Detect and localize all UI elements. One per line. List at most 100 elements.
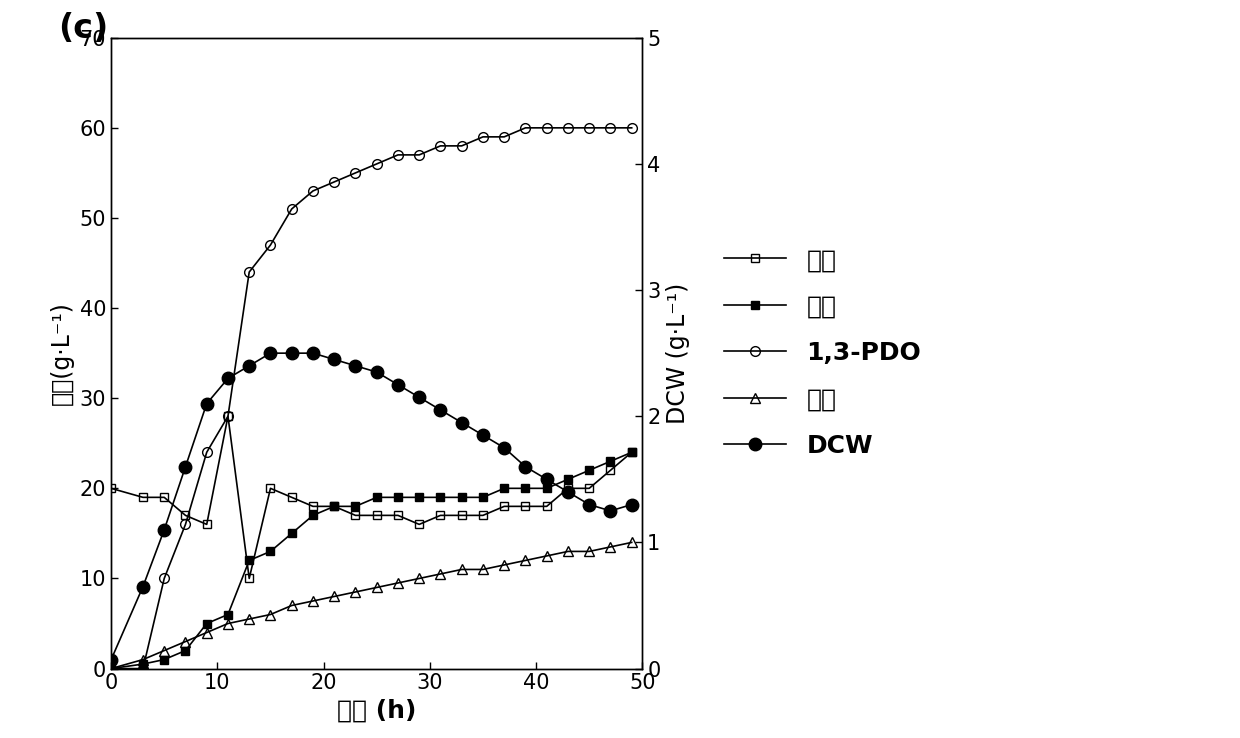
- 乳酸: [179, 637, 193, 646]
- 1,3-PDO: [263, 241, 278, 249]
- 乳酸: [156, 646, 171, 655]
- 1,3-PDO: [242, 268, 257, 277]
- DCW: [539, 475, 554, 483]
- DCW: [348, 362, 363, 370]
- 1,3-PDO: [391, 151, 405, 159]
- Line: 甘油: 甘油: [107, 412, 636, 582]
- Legend: 甘油, 乙酸, 1,3-PDO, 乳酸, DCW: 甘油, 乙酸, 1,3-PDO, 乳酸, DCW: [724, 248, 921, 458]
- 乳酸: [263, 610, 278, 619]
- 甘油: [327, 502, 342, 511]
- 1,3-PDO: [156, 574, 171, 583]
- 乳酸: [104, 664, 119, 673]
- DCW: [104, 655, 119, 664]
- Text: (c): (c): [58, 13, 108, 46]
- 1,3-PDO: [327, 178, 342, 187]
- 乳酸: [221, 619, 236, 628]
- DCW: [412, 393, 427, 401]
- 甘油: [412, 520, 427, 529]
- DCW: [624, 500, 639, 509]
- 乙酸: [263, 547, 278, 556]
- 甘油: [200, 520, 215, 529]
- DCW: [263, 349, 278, 358]
- 甘油: [104, 484, 119, 493]
- 甘油: [221, 412, 236, 421]
- 甘油: [582, 484, 596, 493]
- 甘油: [370, 511, 384, 520]
- 1,3-PDO: [412, 151, 427, 159]
- 乳酸: [624, 538, 639, 547]
- DCW: [475, 431, 490, 440]
- Line: 乳酸: 乳酸: [107, 537, 636, 674]
- 1,3-PDO: [518, 123, 533, 132]
- DCW: [179, 462, 193, 471]
- 乙酸: [156, 655, 171, 664]
- 甘油: [518, 502, 533, 511]
- 1,3-PDO: [539, 123, 554, 132]
- 1,3-PDO: [624, 123, 639, 132]
- DCW: [242, 362, 257, 370]
- 乙酸: [284, 529, 299, 538]
- 乙酸: [200, 619, 215, 628]
- 乙酸: [104, 664, 119, 673]
- 乳酸: [305, 596, 320, 605]
- 甘油: [179, 511, 193, 520]
- 甘油: [603, 466, 618, 475]
- 甘油: [242, 574, 257, 583]
- 1,3-PDO: [433, 142, 448, 151]
- 乳酸: [391, 579, 405, 587]
- DCW: [560, 488, 575, 497]
- 甘油: [475, 511, 490, 520]
- 乳酸: [135, 655, 150, 664]
- 乳酸: [603, 542, 618, 551]
- 甘油: [624, 448, 639, 457]
- 1,3-PDO: [135, 664, 150, 673]
- 乳酸: [370, 583, 384, 592]
- DCW: [391, 380, 405, 389]
- DCW: [582, 500, 596, 509]
- 乙酸: [624, 448, 639, 457]
- 乙酸: [135, 660, 150, 669]
- 乙酸: [497, 484, 512, 493]
- 甘油: [433, 511, 448, 520]
- 乙酸: [433, 493, 448, 502]
- 乳酸: [412, 574, 427, 583]
- 甘油: [263, 484, 278, 493]
- 1,3-PDO: [454, 142, 469, 151]
- 乳酸: [200, 628, 215, 637]
- 乙酸: [603, 457, 618, 466]
- Y-axis label: 浓度(g·L⁻¹): 浓度(g·L⁻¹): [50, 301, 74, 405]
- 甘油: [560, 484, 575, 493]
- DCW: [284, 349, 299, 358]
- DCW: [497, 444, 512, 452]
- 甘油: [135, 493, 150, 502]
- DCW: [433, 405, 448, 414]
- 乳酸: [284, 601, 299, 610]
- 甘油: [539, 502, 554, 511]
- 乳酸: [560, 547, 575, 556]
- 乙酸: [412, 493, 427, 502]
- X-axis label: 时间 (h): 时间 (h): [337, 699, 417, 723]
- 甘油: [454, 511, 469, 520]
- 1,3-PDO: [475, 132, 490, 141]
- DCW: [327, 355, 342, 364]
- 乳酸: [348, 587, 363, 596]
- 乙酸: [242, 556, 257, 565]
- 甘油: [284, 493, 299, 502]
- 乙酸: [475, 493, 490, 502]
- 乙酸: [518, 484, 533, 493]
- 1,3-PDO: [370, 159, 384, 168]
- 乳酸: [454, 565, 469, 574]
- 1,3-PDO: [497, 132, 512, 141]
- DCW: [370, 368, 384, 376]
- 乙酸: [582, 466, 596, 475]
- 乳酸: [497, 561, 512, 570]
- 乙酸: [539, 484, 554, 493]
- 乳酸: [475, 565, 490, 574]
- 乳酸: [539, 551, 554, 560]
- 乙酸: [179, 646, 193, 655]
- 甘油: [305, 502, 320, 511]
- 1,3-PDO: [104, 664, 119, 673]
- Line: 乙酸: 乙酸: [107, 448, 636, 673]
- DCW: [518, 462, 533, 471]
- 乙酸: [370, 493, 384, 502]
